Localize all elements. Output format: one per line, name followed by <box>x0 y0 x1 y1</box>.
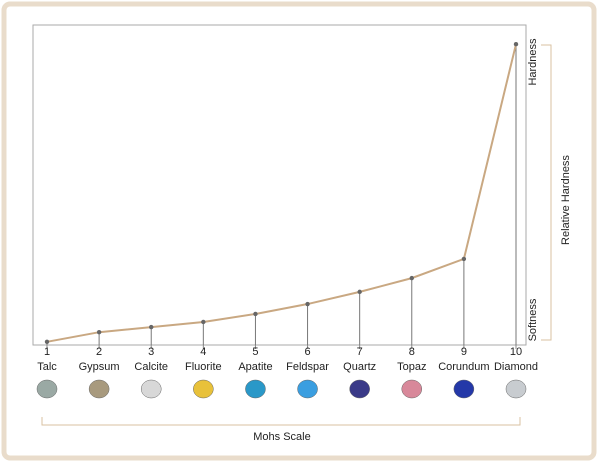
line <box>46 43 517 343</box>
x-bracket <box>41 417 521 426</box>
category-label: Quartz <box>343 361 376 373</box>
category-label: Apatite <box>238 361 272 373</box>
gem-icon <box>349 379 370 399</box>
point <box>44 339 50 344</box>
gem-icon <box>245 379 266 399</box>
gem-icon <box>297 379 318 399</box>
x-tick-label: 5 <box>252 346 258 358</box>
x-axis-label: Mohs Scale <box>253 431 310 443</box>
gem-icon <box>505 379 527 399</box>
category-label: Topaz <box>397 361 426 373</box>
category-label: Gypsum <box>79 361 120 373</box>
point <box>253 311 258 317</box>
category-label: Talc <box>37 361 57 373</box>
gem-icon <box>453 379 475 399</box>
gem-icon <box>193 379 214 399</box>
point <box>461 256 467 262</box>
point <box>96 330 102 335</box>
point <box>305 301 310 307</box>
x-tick-label: 7 <box>357 346 363 358</box>
gem-icon <box>401 379 423 399</box>
category-label: Corundum <box>438 361 489 373</box>
point <box>149 324 154 330</box>
plot-area <box>32 24 527 346</box>
gem-icon <box>36 379 58 399</box>
category-label: Diamond <box>494 361 538 373</box>
point <box>513 42 519 47</box>
y-axis-label: Relative Hardness <box>560 155 572 245</box>
x-tick-label: 8 <box>409 346 415 358</box>
x-tick-label: 1 <box>44 346 50 358</box>
category-label: Feldspar <box>286 361 329 373</box>
point <box>201 319 206 325</box>
point <box>409 275 414 281</box>
x-tick-label: 10 <box>510 346 522 358</box>
top-label: Hardness <box>527 38 539 86</box>
category-label: Fluorite <box>185 361 222 373</box>
y-bracket <box>541 44 552 341</box>
category-label: Calcite <box>134 361 168 373</box>
x-tick-label: 6 <box>304 346 310 358</box>
x-tick-label: 3 <box>148 346 154 358</box>
bottom-label: Softness <box>527 298 539 341</box>
x-tick-label: 9 <box>461 346 467 358</box>
gem-icon <box>140 379 162 399</box>
x-tick-label: 4 <box>200 346 206 358</box>
gem-icon <box>88 379 110 399</box>
x-tick-label: 2 <box>96 346 102 358</box>
point <box>357 289 362 295</box>
